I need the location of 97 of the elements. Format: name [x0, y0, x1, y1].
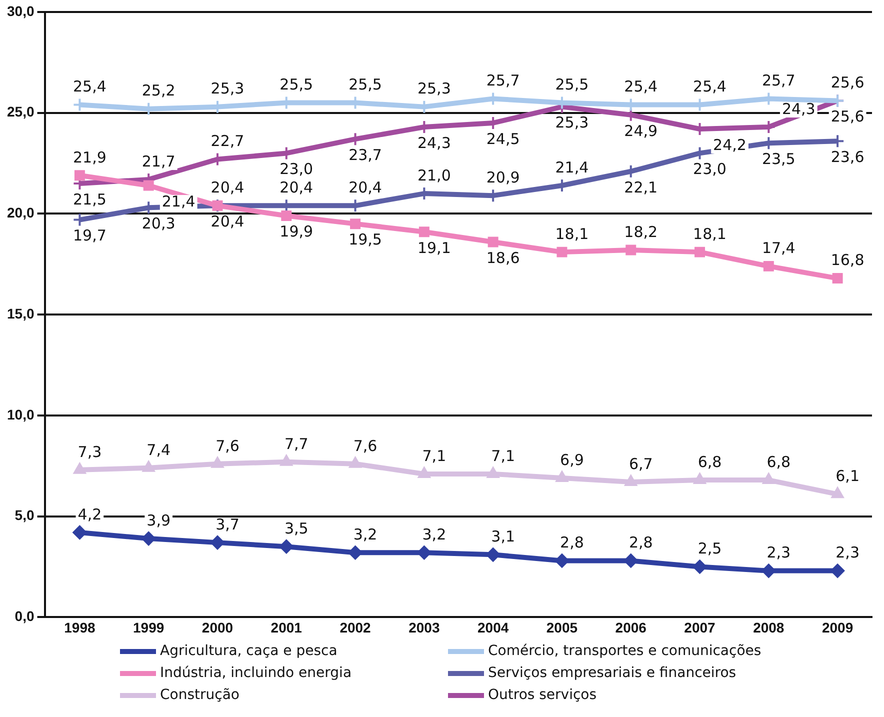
data-label: 21,4 — [555, 158, 589, 176]
data-label: 24,5 — [486, 130, 520, 148]
data-label: 24,3 — [782, 100, 816, 118]
x-tick-label: 2000 — [202, 619, 234, 636]
x-tick-label: 2002 — [340, 619, 372, 636]
data-label: 7,6 — [216, 436, 240, 455]
x-tick-label: 2005 — [546, 619, 578, 636]
legend-label: Construção — [160, 687, 240, 703]
data-label: 21,9 — [72, 148, 106, 166]
data-label: 3,7 — [216, 515, 240, 534]
data-label: 25,4 — [72, 78, 106, 96]
data-label: 20,3 — [142, 214, 176, 233]
x-tick-label: 2008 — [753, 619, 784, 636]
data-label: 24,3 — [417, 134, 451, 152]
data-label: 18,1 — [693, 224, 726, 243]
data-label: 19,9 — [280, 222, 314, 241]
y-tick-label: 30,0 — [7, 2, 34, 19]
data-label: 21,4 — [162, 192, 196, 210]
y-tick-label: 15,0 — [7, 305, 34, 322]
data-label: 6,9 — [560, 450, 584, 469]
data-label: 2,5 — [698, 540, 722, 558]
data-label: 25,7 — [762, 72, 796, 90]
data-label: 25,6 — [830, 74, 864, 92]
data-label: 18,1 — [555, 224, 589, 243]
data-label: 17,4 — [762, 239, 796, 258]
legend-label: Comércio, transportes e comunicações — [488, 643, 762, 659]
legend-label: Outros serviços — [488, 687, 597, 703]
x-tick-label: 1998 — [64, 619, 96, 636]
x-tick-label: 2004 — [477, 619, 509, 636]
data-label: 20,9 — [486, 168, 520, 186]
data-label: 25,4 — [693, 78, 726, 96]
data-label: 25,3 — [555, 114, 589, 132]
data-label: 2,3 — [836, 544, 860, 562]
data-label: 18,2 — [624, 222, 658, 241]
data-label: 2,8 — [628, 534, 653, 552]
x-tick-label: 2003 — [408, 619, 440, 636]
data-label: 25,5 — [555, 76, 589, 94]
data-label: 6,1 — [836, 467, 860, 486]
data-label: 25,4 — [624, 78, 658, 96]
data-label: 3,1 — [491, 528, 515, 546]
legend-label: Indústria, incluindo energia — [160, 665, 352, 681]
data-label: 24,2 — [713, 136, 746, 154]
data-label: 7,1 — [422, 446, 446, 465]
data-label: 23,5 — [762, 150, 796, 168]
y-tick-label: 10,0 — [7, 406, 34, 422]
y-tick-label: 20,0 — [7, 204, 34, 221]
data-label: 4,2 — [78, 505, 102, 524]
data-label: 25,7 — [486, 72, 520, 90]
data-label: 3,5 — [284, 519, 308, 538]
data-label: 7,7 — [284, 434, 308, 453]
data-label: 3,9 — [146, 511, 171, 530]
data-label: 19,7 — [72, 226, 106, 245]
data-label: 23,0 — [280, 160, 314, 178]
data-label: 22,1 — [624, 178, 658, 196]
data-label: 25,5 — [348, 76, 382, 94]
data-label: 21,5 — [72, 190, 106, 208]
data-label: 6,7 — [628, 454, 653, 473]
data-label: 3,2 — [422, 526, 446, 544]
data-label: 3,2 — [353, 526, 378, 544]
data-label: 18,6 — [486, 248, 520, 267]
data-label: 21,0 — [417, 166, 451, 184]
data-label: 25,3 — [210, 80, 244, 98]
data-label: 19,1 — [417, 238, 451, 257]
data-label: 19,5 — [348, 230, 382, 249]
data-label: 20,4 — [210, 178, 244, 197]
data-label: 7,6 — [353, 436, 378, 455]
data-label: 7,4 — [146, 440, 171, 459]
y-tick-label: 25,0 — [7, 104, 34, 120]
x-tick-label: 1999 — [133, 619, 164, 636]
x-tick-label: 2006 — [615, 619, 647, 636]
data-label: 23,7 — [348, 146, 382, 164]
data-label: 25,6 — [830, 108, 864, 126]
data-label: 20,4 — [280, 178, 314, 197]
data-label: 25,2 — [142, 82, 176, 100]
x-tick-label: 2007 — [684, 619, 716, 636]
x-tick-label: 2009 — [822, 619, 854, 636]
data-label: 25,3 — [417, 80, 451, 98]
y-tick-label: 0,0 — [14, 608, 34, 624]
data-label: 2,8 — [560, 534, 584, 552]
data-label: 7,1 — [491, 446, 515, 465]
data-label: 16,8 — [830, 251, 864, 270]
y-tick-label: 5,0 — [14, 507, 34, 524]
legend-label: Serviços empresariais e financeiros — [488, 665, 736, 681]
data-label: 21,7 — [142, 152, 176, 170]
legend-label: Agricultura, caça e pesca — [160, 643, 338, 659]
data-label: 24,9 — [624, 122, 658, 140]
data-label: 22,7 — [210, 132, 244, 150]
x-tick-label: 2001 — [270, 619, 302, 636]
data-label: 25,5 — [280, 76, 314, 94]
data-label: 20,4 — [210, 212, 244, 231]
data-label: 20,4 — [348, 178, 382, 197]
data-label: 2,3 — [766, 544, 791, 562]
data-label: 7,3 — [78, 442, 102, 461]
data-label: 23,6 — [830, 148, 864, 166]
data-label: 6,8 — [698, 452, 722, 471]
data-label: 6,8 — [766, 452, 791, 471]
data-label: 23,0 — [693, 160, 726, 178]
